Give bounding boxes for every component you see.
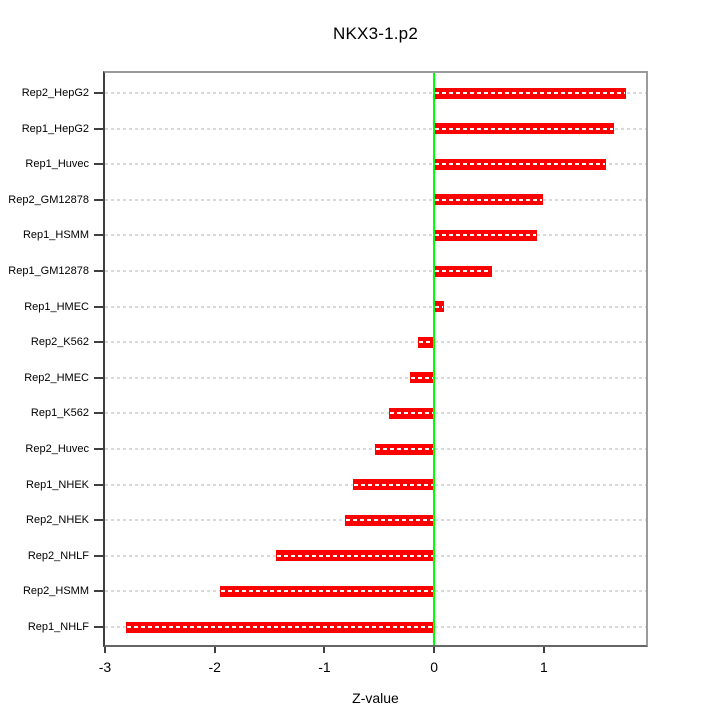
y-axis-label-rep1-k562: Rep1_K562: [30, 407, 89, 420]
bar-rep1-k562: [389, 407, 435, 419]
plot-area: [103, 71, 648, 647]
gridline: [105, 92, 646, 94]
bar-rep1-hepg2: [434, 123, 615, 135]
y-axis-label-rep1-hsmm: Rep1_HSMM: [22, 229, 89, 242]
y-axis-label-rep2-huvec: Rep2_Huvec: [25, 443, 89, 455]
y-axis-label-rep2-k562: Rep2_K562: [30, 336, 89, 349]
bar-dash-pattern: [375, 448, 434, 450]
y-axis-label-rep1-gm12878: Rep1_GM12878: [8, 265, 89, 277]
bar-dash-pattern: [221, 590, 434, 593]
y-axis-label-rep1-hmec: Rep1_HMEC: [24, 300, 89, 313]
y-tick-mark: [94, 163, 103, 166]
x-tick-label: 0: [430, 659, 439, 675]
bar-dash-pattern: [435, 163, 606, 166]
y-tick-mark: [94, 127, 103, 130]
x-axis-title: Z-value: [352, 690, 399, 706]
bar-rep2-hepg2: [434, 87, 627, 99]
gridline: [105, 234, 646, 237]
gridline: [105, 270, 646, 272]
bar-rep1-nhek: [353, 479, 435, 491]
bar-rep2-hsmm: [220, 585, 435, 597]
bar-rep1-huvec: [434, 158, 607, 170]
bar-rep2-k562: [417, 336, 435, 348]
y-tick-mark: [94, 305, 103, 308]
gridline: [105, 341, 646, 344]
gridline: [105, 376, 646, 379]
bar-dash-pattern: [346, 519, 434, 522]
gridline: [105, 412, 646, 415]
x-tick-mark: [433, 647, 436, 653]
y-axis-label-rep1-nhlf: Rep1_NHLF: [27, 621, 89, 633]
y-axis-label-rep2-hepg2: Rep2_HepG2: [21, 87, 89, 99]
bar-dash-pattern: [435, 270, 492, 272]
x-tick-label: -2: [208, 659, 221, 675]
y-tick-mark: [94, 448, 103, 450]
y-tick-mark: [94, 198, 103, 201]
x-tick-label: 1: [540, 659, 548, 675]
bar-dash-pattern: [277, 554, 434, 557]
bar-rep2-hmec: [410, 372, 435, 384]
bar-dash-pattern: [435, 234, 537, 237]
bar-dash-pattern: [390, 412, 434, 415]
bar-rep2-huvec: [374, 443, 435, 455]
y-axis-label-rep2-hsmm: Rep2_HSMM: [22, 585, 89, 598]
y-tick-mark: [94, 376, 103, 379]
gridline: [105, 127, 646, 130]
y-tick-mark: [94, 270, 103, 272]
y-axis-label-rep2-nhek: Rep2_NHEK: [26, 514, 89, 527]
chart-title: NKX3-1.p2: [333, 24, 418, 43]
x-tick-mark: [213, 647, 216, 653]
bar-rep1-hmec: [434, 301, 445, 313]
y-tick-mark: [94, 590, 103, 593]
gridline: [105, 305, 646, 308]
bar-dash-pattern: [411, 376, 434, 379]
y-axis-label-rep1-huvec: Rep1_Huvec: [25, 158, 89, 171]
bar-dash-pattern: [354, 483, 434, 486]
bar-rep2-nhek: [345, 514, 435, 526]
bar-rep1-gm12878: [434, 265, 493, 277]
x-tick-label: -3: [98, 659, 112, 675]
bar-rep2-gm12878: [434, 194, 543, 206]
y-axis-label-rep2-nhlf: Rep2_NHLF: [27, 549, 89, 562]
y-axis-label-rep1-hepg2: Rep1_HepG2: [21, 122, 89, 135]
x-tick-mark: [542, 647, 545, 653]
x-tick-label: -1: [318, 659, 331, 675]
y-tick-mark: [94, 626, 103, 628]
y-tick-mark: [94, 92, 103, 94]
bar-dash-pattern: [435, 198, 542, 201]
y-tick-mark: [94, 483, 103, 486]
bar-dash-pattern: [435, 305, 444, 308]
bar-dash-pattern: [418, 341, 434, 344]
bar-dash-pattern: [435, 127, 614, 130]
x-tick-mark: [104, 647, 106, 653]
bar-dash-pattern: [126, 626, 434, 628]
y-tick-mark: [94, 412, 103, 415]
y-axis-label-rep2-hmec: Rep2_HMEC: [24, 371, 89, 384]
y-axis-label-rep2-gm12878: Rep2_GM12878: [8, 193, 89, 206]
gridline: [105, 163, 646, 166]
y-tick-mark: [94, 554, 103, 557]
bar-rep1-hsmm: [434, 229, 538, 241]
bar-rep1-nhlf: [125, 621, 435, 633]
y-tick-mark: [94, 341, 103, 344]
y-tick-mark: [94, 519, 103, 522]
zero-line: [433, 73, 436, 645]
x-tick-mark: [323, 647, 326, 653]
bar-dash-pattern: [435, 92, 626, 94]
gridline: [105, 198, 646, 201]
bar-rep2-nhlf: [276, 550, 435, 562]
y-axis-label-rep1-nhek: Rep1_NHEK: [26, 478, 89, 491]
y-tick-mark: [94, 234, 103, 237]
